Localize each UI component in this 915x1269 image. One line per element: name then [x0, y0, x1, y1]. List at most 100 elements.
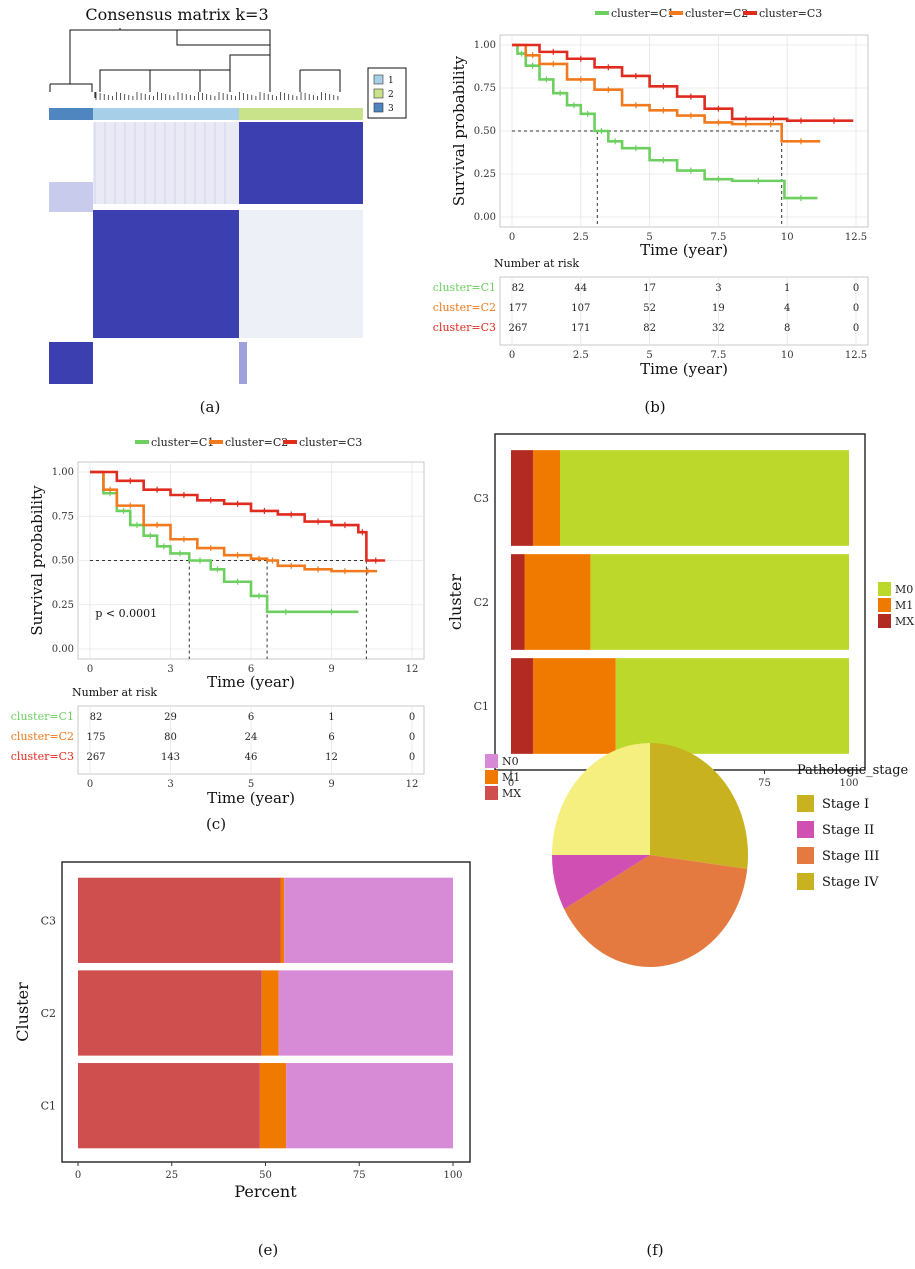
- category-label: C3: [41, 914, 56, 927]
- legend-label: cluster=C3: [759, 7, 822, 20]
- dendrogram-branch: [229, 54, 271, 84]
- x-axis-label: Time (year): [207, 673, 295, 691]
- risk-row-label: cluster=C2: [433, 301, 496, 314]
- category-label: C1: [41, 1100, 56, 1113]
- legend-swatch-3: [373, 102, 384, 113]
- risk-count: 0: [409, 752, 415, 763]
- risk-count: 19: [712, 303, 725, 314]
- y-tick-label: 0.25: [474, 169, 496, 180]
- legend-swatch-M1: [485, 770, 498, 784]
- legend-label: MX: [502, 787, 521, 800]
- risk-count: 1: [784, 283, 790, 294]
- risk-count: 1: [328, 712, 334, 723]
- risk-count: 82: [512, 283, 525, 294]
- risk-x-tick-label: 0: [87, 779, 93, 790]
- pie-slice-Stage III: [564, 855, 748, 967]
- panel-b-survival-plot: cluster=C1 cluster=C2 cluster=C30 2.5 5 7.5 10…: [433, 7, 869, 416]
- risk-count: 82: [643, 323, 656, 334]
- heatmap-block-cluster-3: [49, 342, 93, 384]
- risk-count: 171: [571, 323, 590, 334]
- x-tick-label: 0: [75, 1170, 81, 1181]
- survival-curve-cluster=C3: [90, 470, 386, 562]
- annotation-bar-cluster-3: [49, 108, 93, 120]
- risk-count: 82: [90, 712, 103, 723]
- panel-label: (a): [200, 398, 221, 416]
- bar-segment-C2-M1: [261, 970, 279, 1056]
- risk-x-tick-label: 12: [406, 779, 419, 790]
- x-tick-label: 7.5: [710, 232, 726, 243]
- legend-label: M1: [502, 771, 520, 784]
- risk-x-tick-label: 10: [781, 350, 794, 361]
- risk-x-tick-label: 2.5: [573, 350, 589, 361]
- legend-swatch-Stage II: [797, 821, 814, 838]
- legend-label: Stage I: [822, 797, 869, 812]
- bar-segment-C2-M0: [590, 554, 849, 650]
- heatmap-streak: [49, 182, 93, 212]
- risk-count: 17: [643, 283, 656, 294]
- panel-d-stacked-bar-chart: C3C2C10255075100percentclusterM0M1MX(d): [446, 433, 914, 833]
- risk-x-tick-label: 3: [167, 779, 173, 790]
- chart-title: Consensus matrix k=3: [85, 5, 268, 24]
- risk-count: 0: [853, 303, 859, 314]
- risk-x-tick-label: 12.5: [845, 350, 867, 361]
- legend-label: 3: [388, 104, 394, 114]
- bar-segment-C1-M0: [615, 658, 849, 754]
- y-tick-label: 0.75: [474, 83, 496, 94]
- x-tick-label: 100: [839, 778, 858, 789]
- x-axis-label: Time (year): [640, 241, 728, 259]
- risk-count: 3: [715, 283, 721, 294]
- legend-label: N0: [502, 755, 519, 768]
- category-label: C1: [474, 700, 489, 713]
- risk-count: 0: [853, 323, 859, 334]
- legend-label: 2: [388, 90, 394, 100]
- risk-count: 12: [325, 752, 338, 763]
- y-tick-label: 1.00: [474, 40, 496, 51]
- x-tick-label: 12: [406, 664, 419, 675]
- bar-segment-C3-MX: [511, 450, 533, 546]
- x-tick-label: 0: [509, 232, 515, 243]
- y-tick-label: 0.00: [474, 212, 496, 223]
- bar-segment-C2-N0: [278, 970, 453, 1056]
- risk-x-tick-label: 7.5: [710, 350, 726, 361]
- risk-x-tick-label: 5: [646, 350, 652, 361]
- x-tick-label: 25: [165, 1170, 178, 1181]
- x-tick-label: 6: [248, 664, 254, 675]
- risk-count: 8: [784, 323, 790, 334]
- legend-swatch-M1: [878, 598, 891, 612]
- legend-label: cluster=C2: [225, 436, 288, 449]
- y-axis-label: cluster: [446, 574, 465, 630]
- legend-swatch-MX: [878, 614, 891, 628]
- survival-curve-cluster=C1: [90, 470, 359, 614]
- risk-table-frame: [499, 276, 869, 346]
- x-tick-label: 9: [328, 664, 334, 675]
- heatmap-block-cluster-1: [93, 210, 239, 338]
- legend-label: M0: [895, 583, 913, 596]
- bar-segment-C3-M0: [560, 450, 849, 546]
- annotation-bar-cluster-1: [93, 108, 239, 120]
- y-axis-label: Survival probability: [450, 55, 468, 206]
- bar-segment-C2-M1: [524, 554, 591, 650]
- y-axis-label: Cluster: [13, 982, 32, 1042]
- risk-count: 267: [508, 323, 527, 334]
- bar-segment-C3-MX: [78, 877, 281, 963]
- survival-curve-cluster=C2: [90, 470, 378, 573]
- y-tick-label: 1.00: [52, 467, 74, 478]
- bar-segment-C1-N0: [286, 1063, 453, 1149]
- risk-x-tick-label: 5: [248, 779, 254, 790]
- risk-count: 143: [161, 752, 180, 763]
- heatmap-light-block: [93, 122, 239, 204]
- y-tick-label: 0.75: [52, 511, 74, 522]
- category-label: C2: [41, 1007, 56, 1020]
- legend-label: M1: [895, 599, 913, 612]
- risk-count: 29: [164, 712, 177, 723]
- risk-count: 175: [86, 732, 105, 743]
- pie-slice-Stage II: [552, 855, 650, 909]
- risk-count: 6: [328, 732, 334, 743]
- risk-count: 0: [409, 712, 415, 723]
- risk-count: 0: [853, 283, 859, 294]
- legend-label: Stage IV: [822, 875, 879, 890]
- risk-count: 44: [574, 283, 587, 294]
- legend-swatch-Stage III: [797, 847, 814, 864]
- panel-f-pie-chart: Pathologic_stage Stage I Stage II Stage III…: [552, 743, 909, 1259]
